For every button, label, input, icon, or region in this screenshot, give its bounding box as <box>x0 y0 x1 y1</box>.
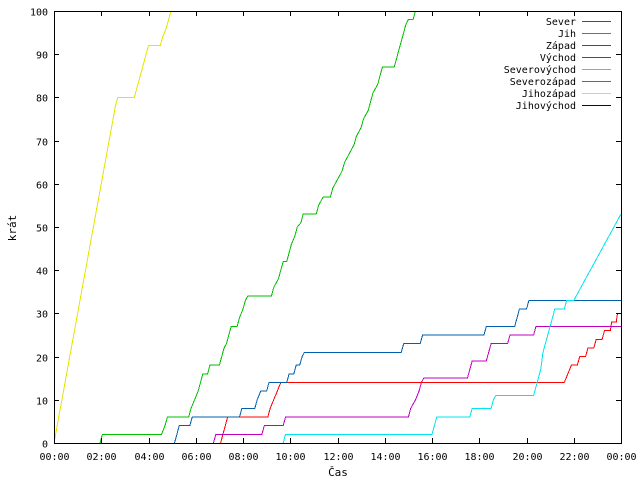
x-tick-label: 04:00 <box>134 452 164 463</box>
legend-label: Jihozápad <box>522 88 576 100</box>
y-axis-label: krát <box>6 215 19 242</box>
legend-label: Jihovýchod <box>516 100 576 112</box>
series-line-východ <box>213 325 621 443</box>
y-tick-label: 40 <box>36 267 48 278</box>
legend-label: Sever <box>546 17 576 28</box>
y-tick-label: 70 <box>36 138 48 149</box>
x-tick-label: 12:00 <box>323 452 353 463</box>
y-tick-label: 90 <box>36 51 48 62</box>
x-tick-label: 00:00 <box>39 452 69 463</box>
x-tick-label: 08:00 <box>228 452 258 463</box>
y-tick-label: 50 <box>36 224 48 235</box>
series-line-severovýchod <box>282 213 621 443</box>
x-tick-label: 14:00 <box>370 452 400 463</box>
x-tick-label: 16:00 <box>417 452 447 463</box>
series-line-západ <box>174 299 621 443</box>
series-line-jih <box>99 11 417 443</box>
series-line-jihozápad <box>54 11 172 443</box>
y-tick-label: 30 <box>36 310 48 321</box>
y-tick-label: 20 <box>36 354 48 365</box>
y-tick-label: 0 <box>42 440 48 451</box>
legend-label: Západ <box>546 40 576 52</box>
x-tick-label: 02:00 <box>86 452 116 463</box>
y-tick-label: 80 <box>36 94 48 105</box>
legend: SeverJihZápadVýchodSeverovýchodSeverozáp… <box>504 17 611 112</box>
series-layer <box>54 11 621 443</box>
y-tick-label: 60 <box>36 181 48 192</box>
x-axis: 00:00 02:00 04:00 06:00 08:00 10:00 12:00 14:00… <box>39 11 637 463</box>
legend-label: Severozápad <box>510 76 576 88</box>
x-tick-label: 20:00 <box>512 452 542 463</box>
x-axis-label: Čas <box>328 466 348 479</box>
y-axis: 0 10 20 30 40 50 60 70 80 90 100 <box>30 8 621 451</box>
x-tick-label: 06:00 <box>181 452 211 463</box>
y-tick-label: 10 <box>36 397 48 408</box>
x-tick-label: 22:00 <box>559 452 589 463</box>
legend-label: Jih <box>558 29 576 40</box>
x-tick-label: 10:00 <box>275 452 305 463</box>
legend-label: Východ <box>540 52 576 64</box>
y-tick-label: 100 <box>30 8 48 19</box>
series-line-sever <box>220 313 618 443</box>
legend-label: Severovýchod <box>504 64 576 76</box>
x-tick-label: 18:00 <box>464 452 494 463</box>
x-tick-label: 00:00 <box>606 452 636 463</box>
